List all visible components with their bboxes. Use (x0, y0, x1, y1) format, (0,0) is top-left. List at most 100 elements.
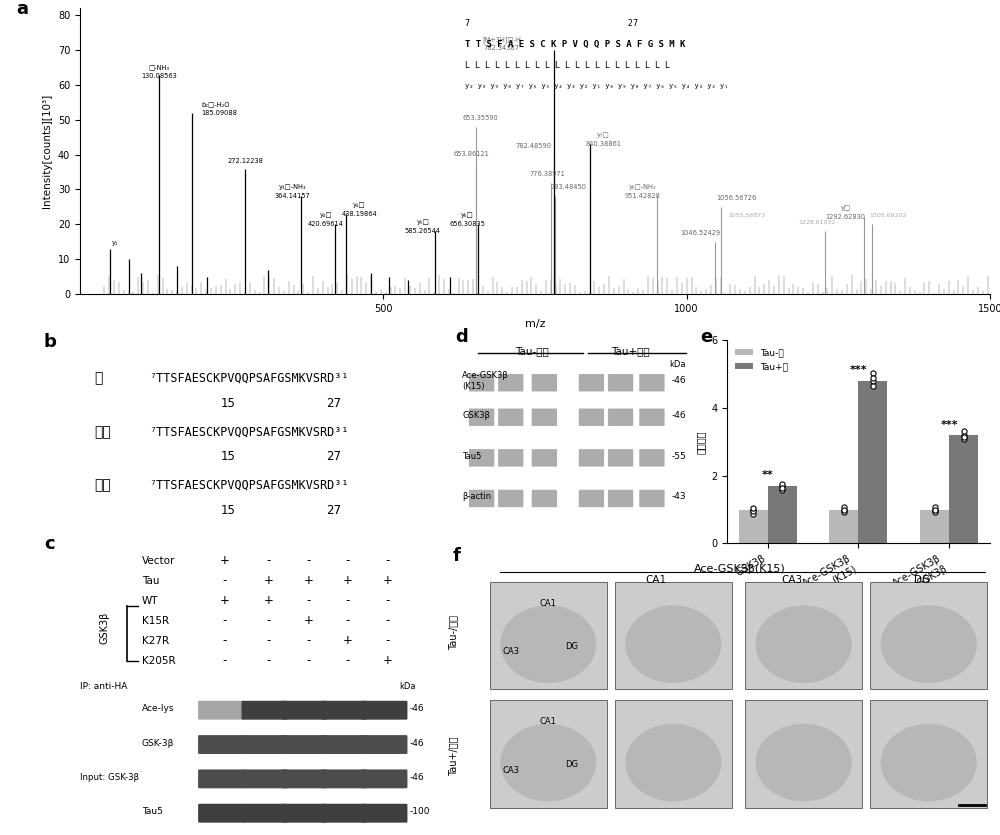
Text: +: + (383, 654, 393, 667)
Text: -46: -46 (671, 377, 686, 386)
Point (956, 430, 972, 443)
Text: -: - (223, 615, 227, 627)
Text: -55: -55 (671, 452, 686, 461)
Ellipse shape (500, 605, 596, 683)
Text: y₅□: y₅□ (416, 220, 429, 225)
FancyBboxPatch shape (615, 701, 732, 807)
Text: 27: 27 (326, 397, 341, 410)
Ellipse shape (881, 605, 977, 683)
Text: a: a (16, 0, 28, 18)
Ellipse shape (625, 724, 721, 802)
Text: Tau5: Tau5 (142, 807, 162, 817)
Text: -: - (266, 635, 271, 647)
FancyBboxPatch shape (490, 582, 607, 690)
Text: WT: WT (142, 595, 158, 605)
FancyBboxPatch shape (615, 582, 732, 690)
Point (956, 424, 972, 438)
Point (836, 503, 852, 516)
Text: 15: 15 (221, 450, 236, 463)
Text: L L L L L L L L L L L L L L L L L L L L L: L L L L L L L L L L L L L L L L L L L L … (465, 61, 670, 69)
FancyBboxPatch shape (608, 490, 633, 507)
Text: GSK-3β: GSK-3β (142, 739, 174, 747)
FancyBboxPatch shape (490, 701, 607, 807)
Text: 1046.52429: 1046.52429 (680, 230, 720, 235)
Text: 7                              27: 7 27 (465, 18, 638, 28)
Ellipse shape (756, 605, 852, 683)
Point (865, 372, 881, 385)
Text: 1056.56726: 1056.56726 (716, 195, 757, 201)
Text: DG: DG (565, 642, 578, 650)
Text: -: - (223, 654, 227, 667)
Text: ⁷TTSFAESCKPVQQPSAFGSMKVSRD³¹: ⁷TTSFAESCKPVQQPSAFGSMKVSRD³¹ (149, 478, 348, 492)
Text: -46: -46 (671, 411, 686, 420)
Text: 15: 15 (221, 397, 236, 410)
Text: -: - (346, 615, 350, 627)
Text: 782.34387: 782.34387 (484, 45, 520, 51)
Text: GSK3β: GSK3β (462, 411, 490, 420)
Text: Input: GSK-3β: Input: GSK-3β (80, 773, 139, 782)
FancyBboxPatch shape (579, 449, 604, 467)
Point (865, 374, 881, 387)
Text: 小鼠: 小鼠 (94, 478, 111, 493)
FancyBboxPatch shape (532, 449, 557, 467)
Text: y₆□: y₆□ (461, 212, 473, 218)
Text: -46: -46 (410, 739, 424, 747)
Text: -: - (306, 595, 310, 607)
Point (745, 502, 761, 515)
FancyBboxPatch shape (498, 490, 523, 507)
Text: Tau-小鼠: Tau-小鼠 (515, 347, 548, 357)
FancyBboxPatch shape (361, 735, 407, 754)
Text: -: - (266, 654, 271, 667)
Text: +: + (303, 574, 313, 587)
Text: 420.69614: 420.69614 (308, 221, 344, 227)
FancyBboxPatch shape (745, 582, 862, 690)
FancyBboxPatch shape (281, 735, 328, 754)
Ellipse shape (756, 724, 852, 802)
Ellipse shape (500, 724, 596, 802)
Bar (768, 486, 797, 544)
Bar (739, 509, 768, 544)
FancyBboxPatch shape (870, 582, 987, 690)
FancyBboxPatch shape (870, 701, 987, 807)
Text: ***: *** (940, 420, 958, 430)
Text: GSK3β: GSK3β (100, 611, 110, 644)
Text: K15R: K15R (142, 615, 169, 625)
Point (836, 505, 852, 519)
Text: -: - (223, 635, 227, 647)
Text: DG: DG (565, 760, 578, 769)
Text: -: - (386, 554, 390, 567)
FancyBboxPatch shape (469, 449, 494, 467)
Text: -46: -46 (410, 704, 424, 713)
Point (774, 477, 790, 490)
Text: +: + (220, 595, 230, 607)
Text: -: - (386, 615, 390, 627)
Text: y₁: y₁ (112, 240, 118, 246)
Text: K205R: K205R (142, 655, 175, 665)
Text: CA3: CA3 (781, 575, 802, 585)
Bar (920, 509, 949, 544)
Text: d: d (455, 328, 468, 347)
Y-axis label: Intensity[counts][10³]: Intensity[counts][10³] (42, 94, 52, 208)
Point (745, 504, 761, 518)
FancyBboxPatch shape (608, 374, 633, 392)
Text: 130.08563: 130.08563 (141, 73, 177, 79)
Text: y₂ y₀ y₉ y₈ y₇ y₆ y₅ y₄ y₃ y₂ y₁ y₀ y₉ y₈ y₇ y₆ y₅ y₄ y₃ y₂ y₁: y₂ y₀ y₉ y₈ y₇ y₆ y₅ y₄ y₃ y₂ y₁ y₀ y₉ y… (465, 84, 729, 89)
Text: Tau+/小鼠: Tau+/小鼠 (448, 737, 458, 777)
Text: -43: -43 (671, 492, 686, 501)
Text: 1292.62830: 1292.62830 (826, 214, 866, 220)
FancyBboxPatch shape (242, 804, 288, 822)
Text: +: + (263, 574, 273, 587)
FancyBboxPatch shape (281, 701, 328, 720)
Text: -: - (223, 574, 227, 587)
Point (836, 501, 852, 514)
Text: y₃□-NH₃: y₃□-NH₃ (279, 185, 306, 190)
FancyBboxPatch shape (579, 408, 604, 426)
FancyBboxPatch shape (321, 701, 368, 720)
FancyBboxPatch shape (532, 490, 557, 507)
Point (927, 504, 943, 517)
FancyBboxPatch shape (532, 408, 557, 426)
Text: -: - (346, 654, 350, 667)
Text: □-NH₃: □-NH₃ (148, 64, 169, 70)
Point (745, 503, 761, 516)
X-axis label: m/z: m/z (525, 319, 545, 329)
